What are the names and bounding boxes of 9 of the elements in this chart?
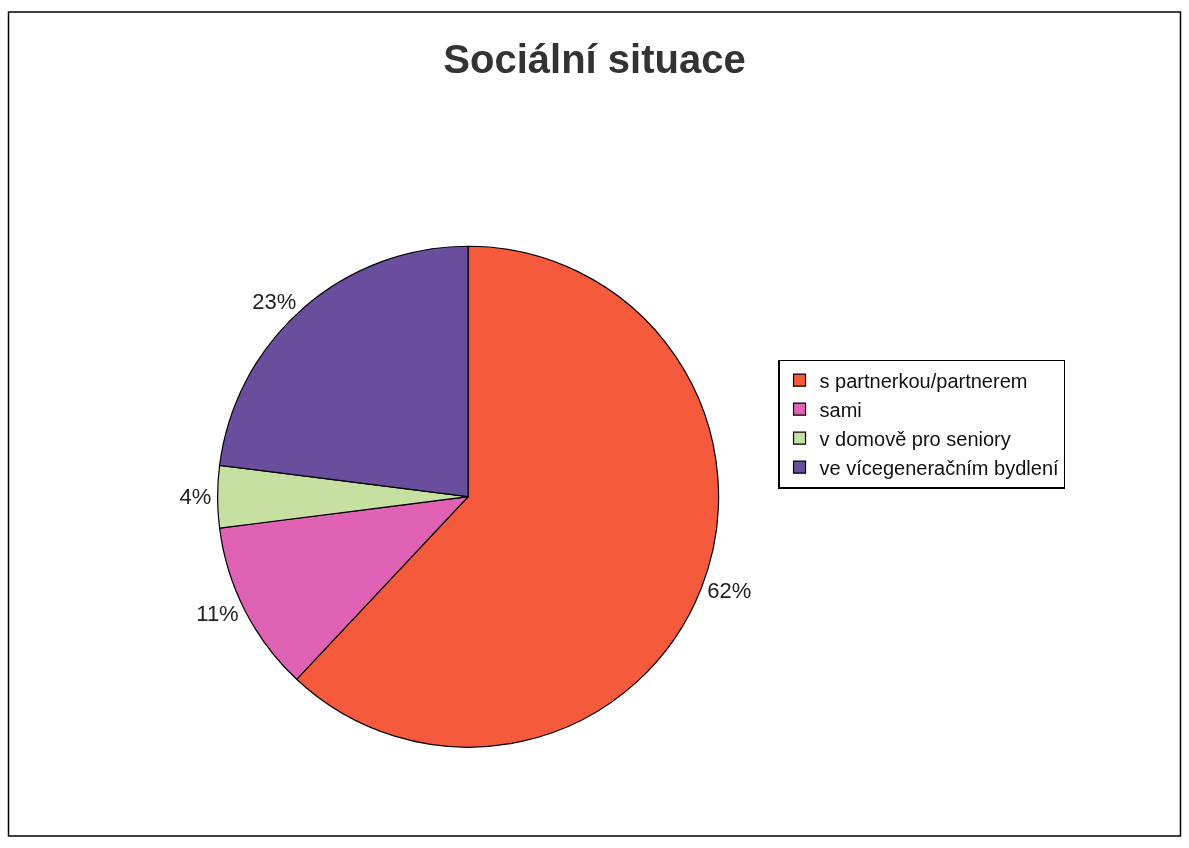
chart-title: Sociální situace: [443, 37, 746, 82]
data-label: 62%: [707, 578, 752, 604]
legend-label: sami: [819, 399, 862, 421]
data-label: 11%: [196, 600, 239, 626]
data-label: 23%: [252, 289, 297, 315]
legend-label: ve vícegeneračním bydlení: [819, 457, 1060, 479]
data-label: 4%: [179, 484, 212, 510]
legend-label: s partnerkou/partnerem: [819, 370, 1028, 392]
legend-label: v domově pro seniory: [819, 428, 1011, 450]
